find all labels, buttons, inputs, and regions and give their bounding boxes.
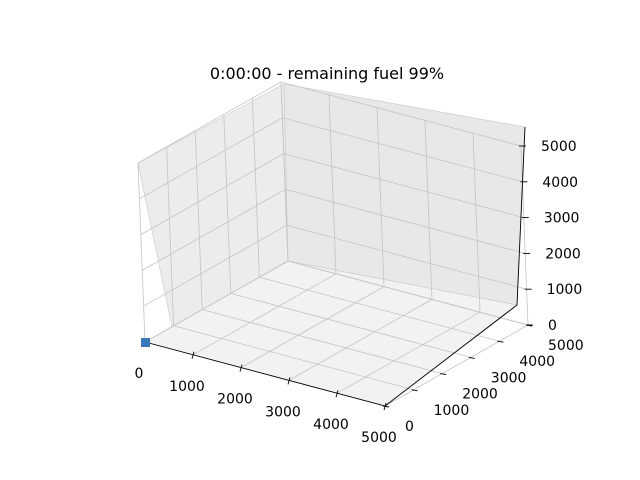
tick-group: 0100020003000400050000100020003000400050… <box>135 139 584 446</box>
grid-line-y-side <box>223 114 232 294</box>
y-tick-label: 4000 <box>519 354 555 370</box>
data-point-marker <box>141 338 150 347</box>
x-tick-mark <box>335 390 339 398</box>
grid-line-x-floor <box>288 299 433 381</box>
y-tick-mark <box>497 340 504 343</box>
grid-lines <box>137 81 529 407</box>
grid-line-z-back <box>282 117 523 183</box>
grid-line-z-back <box>286 224 527 290</box>
grid-line-x-floor <box>240 286 385 368</box>
grid-line-y-floor <box>230 293 471 358</box>
x-tick-label: 0 <box>135 366 144 382</box>
y-tick-label: 0 <box>405 419 414 435</box>
grid-line-y-side <box>194 130 203 310</box>
chart-title: 0:00:00 - remaining fuel 99% <box>210 64 444 83</box>
y-tick-mark <box>411 389 418 392</box>
z-tick-label: 3000 <box>544 211 580 227</box>
z-axis-line <box>516 126 526 306</box>
x-axis-line <box>144 341 386 407</box>
grid-line-x-floor <box>192 273 337 356</box>
z-tick-label: 5000 <box>541 139 577 155</box>
grid-line-z-side <box>142 189 286 271</box>
grid-line-z-back <box>287 260 529 326</box>
y-tick-mark <box>440 373 447 376</box>
z-tick-label: 0 <box>548 318 557 334</box>
grid-line-z-side <box>140 153 284 235</box>
x-tick-label: 2000 <box>217 392 253 408</box>
grid-line-z-side <box>137 81 282 164</box>
y-tick-label: 1000 <box>434 403 470 419</box>
x-tick-mark <box>191 351 195 359</box>
z-tick-label: 2000 <box>545 246 581 262</box>
grid-line-x-floor <box>336 311 481 394</box>
grid-line-y-side <box>137 162 146 343</box>
grid-line-z-side <box>139 117 283 200</box>
y-tick-mark <box>382 405 390 408</box>
grid-line-z-side <box>144 260 289 343</box>
y-tick-mark <box>468 356 475 359</box>
grid-line-z-side <box>143 224 287 307</box>
grid-line-z-back <box>283 153 524 218</box>
y-tick-label: 5000 <box>548 338 584 354</box>
grid-line-x-back <box>376 107 385 287</box>
y-tick-label: 3000 <box>491 370 527 386</box>
grid-line-y-floor <box>202 309 443 374</box>
grid-line-y-side <box>166 146 174 326</box>
x-tick-label: 1000 <box>169 379 205 395</box>
z-tick-label: 1000 <box>547 282 583 298</box>
grid-line-x-floor <box>384 324 529 407</box>
x-tick-label: 5000 <box>361 430 397 446</box>
grid-line-y-floor <box>259 276 500 342</box>
x-tick-label: 3000 <box>265 404 301 420</box>
x-tick-label: 4000 <box>313 417 349 433</box>
grid-line-y-side <box>280 81 289 262</box>
grid-line-y-side <box>252 98 260 278</box>
grid-line-z-back <box>285 189 526 254</box>
grid-line-x-back <box>472 133 481 313</box>
x-tick-mark <box>287 377 291 385</box>
data-points <box>141 338 150 347</box>
y-axis-line <box>384 304 518 407</box>
z-tick-label: 4000 <box>542 175 578 191</box>
grid-line-x-back <box>424 120 433 300</box>
grid-line-z-back <box>280 81 522 147</box>
y-tick-label: 2000 <box>462 387 498 403</box>
x-tick-mark <box>239 364 243 372</box>
grid-line-y-floor <box>173 325 414 391</box>
grid-line-x-back <box>520 145 529 326</box>
grid-line-x-back <box>328 94 337 274</box>
